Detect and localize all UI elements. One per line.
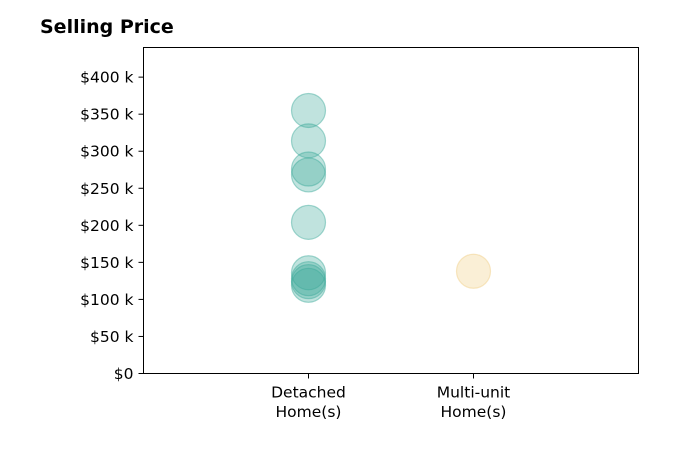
data-point — [290, 123, 327, 159]
marks-layer — [290, 92, 492, 303]
y-tick-label: $0 — [114, 365, 134, 383]
y-axis: $0 $50 k $100 k $150 k $200 k $250 k $300 k $35… — [80, 69, 144, 383]
x-tick-label: Detached Home(s) — [271, 384, 346, 422]
y-tick-label: $150 k — [80, 254, 133, 272]
y-tick-label: $250 k — [80, 180, 133, 198]
x-axis: Detached Home(s) Multi-unit Home(s) — [271, 373, 511, 422]
y-tick-label: $300 k — [80, 143, 133, 161]
data-point — [290, 92, 327, 129]
data-point — [290, 151, 327, 187]
data-point — [290, 255, 327, 291]
chart-title: Selling Price — [40, 16, 174, 38]
y-tick-label: $200 k — [80, 217, 133, 235]
y-tick-label: $350 k — [80, 106, 133, 124]
data-point — [455, 253, 492, 289]
plot-frame — [143, 47, 639, 374]
data-point — [290, 267, 327, 303]
x-tick-label: Multi-unit Home(s) — [437, 384, 511, 422]
y-tick-label: $400 k — [80, 69, 133, 87]
y-tick-label: $100 k — [80, 291, 133, 309]
data-point — [290, 261, 327, 297]
data-point — [290, 157, 327, 193]
data-point — [290, 204, 327, 240]
y-tick-label: $50 k — [90, 328, 134, 346]
data-point — [290, 264, 327, 300]
